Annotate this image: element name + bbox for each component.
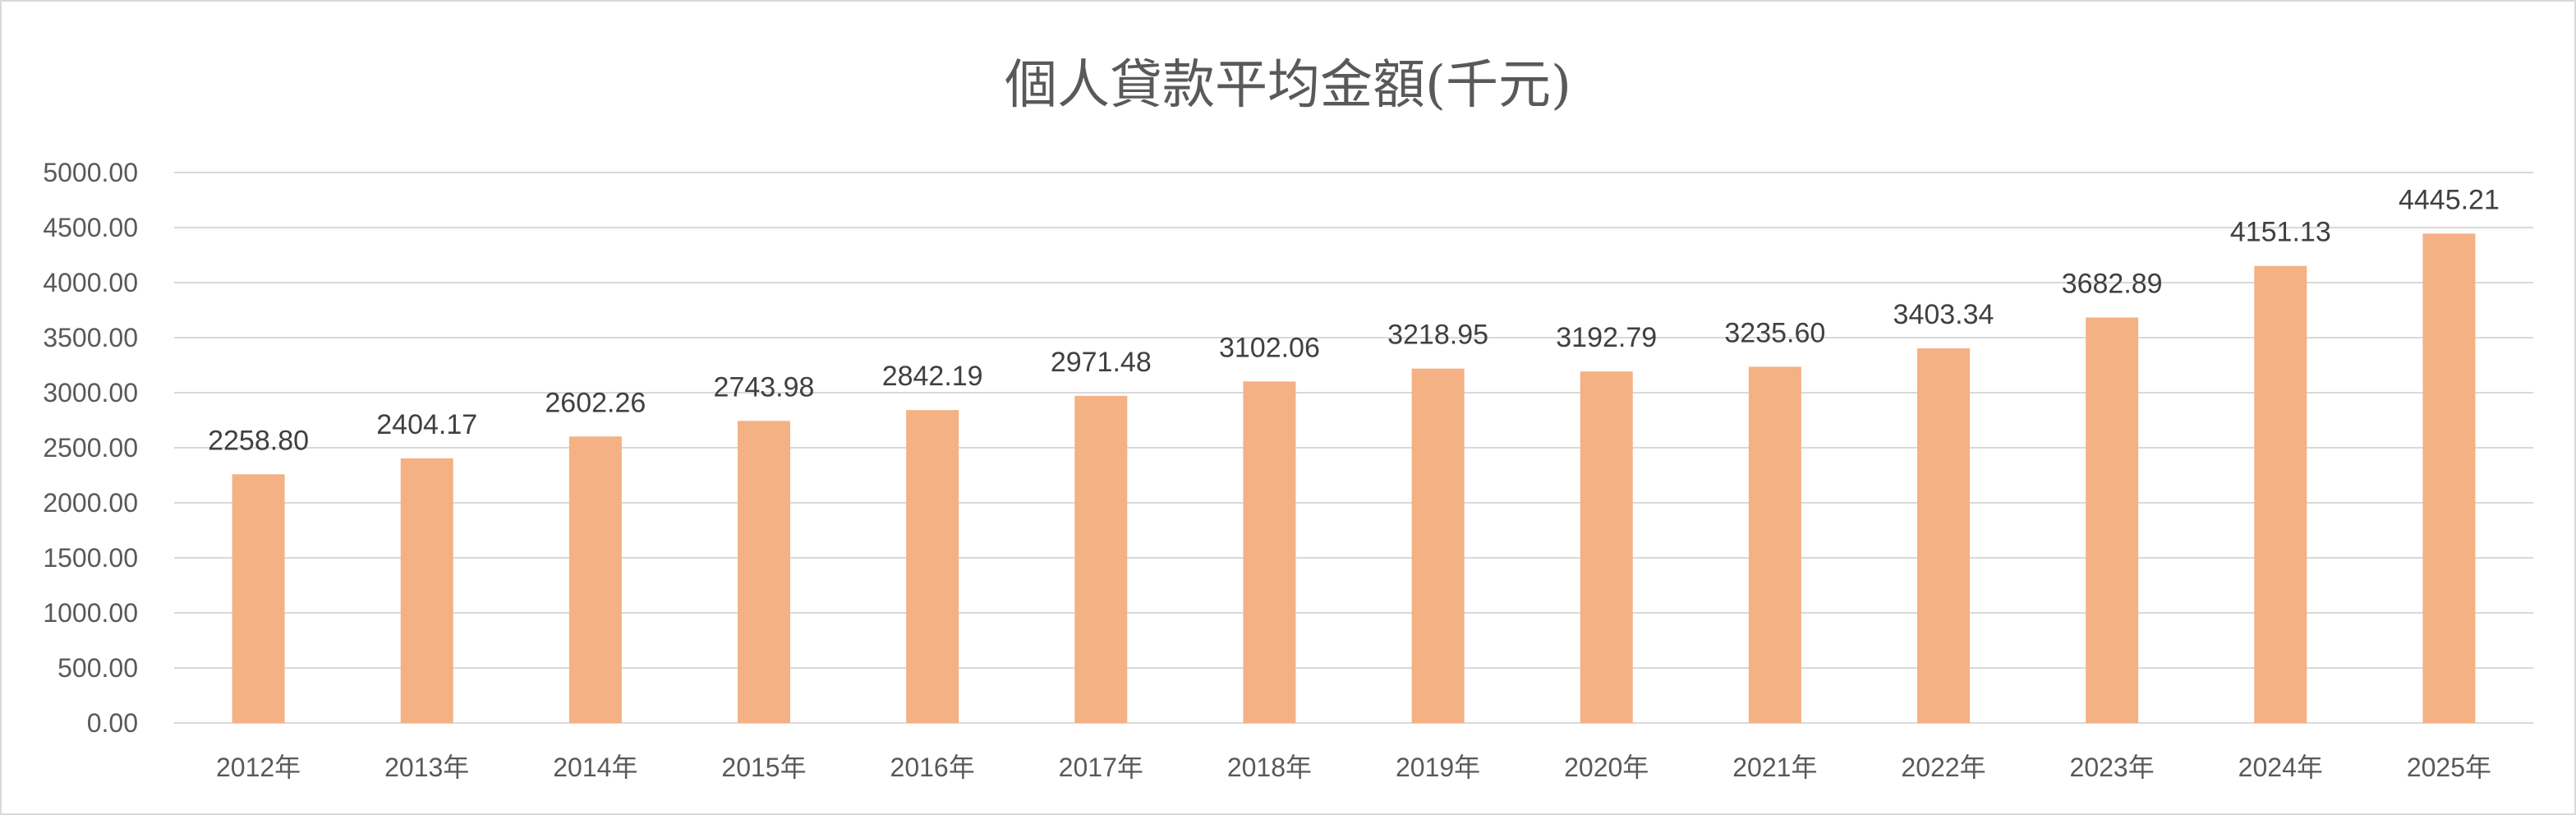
chart-title: 個人貸款平均金額(千元): [1005, 55, 1571, 116]
data-label: 3682.89: [2062, 268, 2163, 299]
bars: [232, 233, 2476, 724]
y-tick-label: 3500.00: [43, 323, 138, 352]
data-label: 4445.21: [2399, 184, 2500, 215]
y-tick-label: 1500.00: [43, 543, 138, 573]
x-tick-label: 2018年: [1227, 753, 1312, 782]
bar: [232, 474, 285, 723]
data-label: 2971.48: [1051, 347, 1152, 378]
y-tick-label: 4000.00: [43, 268, 138, 297]
data-label: 3235.60: [1724, 317, 1825, 348]
x-tick-label: 2025年: [2407, 753, 2491, 782]
bar: [1074, 395, 1128, 723]
bar: [1411, 368, 1465, 723]
x-tick-label: 2017年: [1059, 753, 1143, 782]
data-label: 2258.80: [208, 425, 309, 456]
x-tick-label: 2013年: [384, 753, 469, 782]
bar: [2086, 317, 2139, 723]
data-label: 3403.34: [1893, 299, 1994, 330]
x-tick-label: 2015年: [721, 753, 806, 782]
bar: [906, 410, 959, 723]
x-tick-label: 2019年: [1396, 753, 1480, 782]
y-tick-label: 3000.00: [43, 378, 138, 408]
x-axis-ticks: 2012年 2013年 2014年 2015年 2016年 2017年 2018年 2019年…: [216, 753, 2491, 782]
x-tick-label: 2022年: [1901, 753, 1985, 782]
y-tick-label: 2000.00: [43, 488, 138, 518]
data-label: 2743.98: [714, 371, 815, 403]
bar: [2422, 233, 2476, 723]
gridlines: [174, 172, 2533, 724]
x-tick-label: 2023年: [2070, 753, 2155, 782]
x-tick-label: 2012年: [216, 753, 301, 782]
x-tick-label: 2020年: [1564, 753, 1649, 782]
y-tick-label: 500.00: [58, 653, 138, 683]
data-label: 2404.17: [376, 409, 477, 440]
data-label: 3192.79: [1556, 322, 1657, 353]
bar: [1748, 366, 1801, 723]
bar: [568, 436, 622, 723]
y-axis-ticks: 0.00 500.00 1000.00 1500.00 2000.00 2500.00 30…: [43, 158, 138, 738]
data-label: 4151.13: [2230, 217, 2331, 248]
x-tick-label: 2016年: [890, 753, 975, 782]
bar: [1580, 371, 1633, 723]
bar: [1917, 348, 1970, 723]
bar: [2254, 265, 2307, 724]
bar: [400, 458, 453, 723]
x-tick-label: 2024年: [2238, 753, 2323, 782]
x-tick-label: 2021年: [1732, 753, 1817, 782]
data-label: 3218.95: [1387, 320, 1488, 351]
y-tick-label: 0.00: [87, 708, 138, 738]
data-label: 3102.06: [1219, 332, 1320, 363]
bar: [1243, 381, 1296, 723]
data-label: 2602.26: [545, 387, 646, 418]
y-tick-label: 2500.00: [43, 433, 138, 463]
data-label: 2842.19: [882, 361, 983, 392]
bar: [738, 421, 790, 723]
y-tick-label: 4500.00: [43, 213, 138, 242]
y-tick-label: 5000.00: [43, 158, 138, 187]
x-tick-label: 2014年: [553, 753, 637, 782]
data-labels: 2258.80 2404.17 2602.26 2743.98 2842.19 2971.…: [208, 184, 2500, 456]
y-tick-label: 1000.00: [43, 598, 138, 628]
